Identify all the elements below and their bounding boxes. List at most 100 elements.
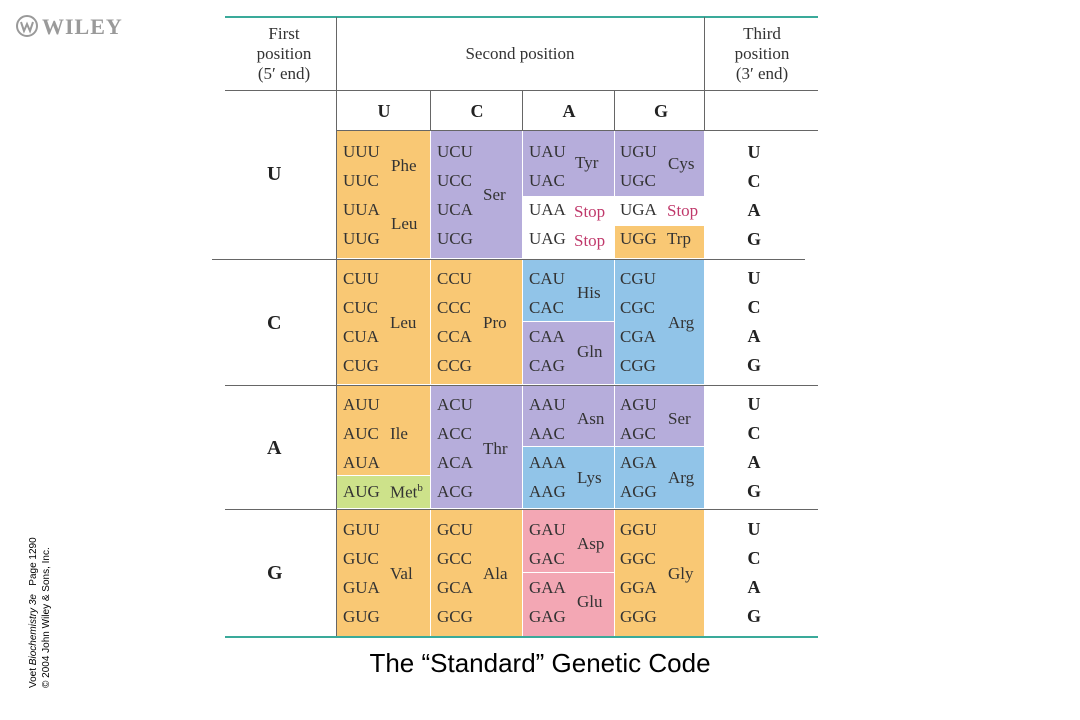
first-position-header: First position (5′ end) xyxy=(256,24,312,83)
ser2-block xyxy=(615,386,704,446)
codon-auc: AUC xyxy=(343,424,379,443)
wiley-logo: WILEY xyxy=(16,14,123,40)
gln-block xyxy=(523,322,614,384)
codon-auu: AUU xyxy=(343,395,380,414)
codon-ugc: UGC xyxy=(620,171,656,190)
codon-ggg: GGG xyxy=(620,607,657,626)
column-header-c: C xyxy=(470,101,484,121)
trp-block xyxy=(615,226,704,258)
ala-block xyxy=(431,510,522,636)
row-divider-2 xyxy=(225,385,818,386)
codon-uaa: UAA xyxy=(529,200,566,219)
codon-gau: GAU xyxy=(529,520,566,539)
codon-gaa: GAA xyxy=(529,578,566,597)
codon-uag: UAG xyxy=(529,229,566,248)
ile-block xyxy=(337,386,430,475)
codon-agc: AGC xyxy=(620,424,656,443)
codon-aua: AUA xyxy=(343,453,380,472)
col-divider-1 xyxy=(430,91,431,131)
column-header-u: U xyxy=(377,101,391,121)
aa-pro: Pro xyxy=(483,313,507,332)
codon-ccu: CCU xyxy=(437,269,472,288)
aa-glu: Glu xyxy=(577,592,603,611)
codon-uuc: UUC xyxy=(343,171,379,190)
phe-leu-block xyxy=(337,131,430,258)
third-g-row-u: G xyxy=(746,229,761,249)
aa-stop-uag: Stop xyxy=(574,231,606,250)
leu-block xyxy=(337,260,430,384)
wiley-emblem-icon xyxy=(16,15,38,37)
codon-agu: AGU xyxy=(620,395,657,414)
stop-block-g xyxy=(615,196,704,226)
row-divider-3 xyxy=(225,509,818,510)
codon-cga: CGA xyxy=(620,327,656,346)
aa-asp: Asp xyxy=(577,534,605,553)
codon-gcc: GCC xyxy=(437,549,472,568)
aa-arg-a: Arg xyxy=(668,468,695,487)
codon-uug: UUG xyxy=(343,229,380,248)
gly-block xyxy=(615,510,704,636)
arg-block xyxy=(615,260,704,384)
glu-block xyxy=(523,573,614,636)
codon-gac: GAC xyxy=(529,549,565,568)
codon-ucu: UCU xyxy=(437,142,473,161)
met-block xyxy=(337,476,430,508)
column-header-g: G xyxy=(653,101,668,121)
cys-block xyxy=(615,131,704,196)
column-header-a: A xyxy=(562,101,576,121)
codon-ccg: CCG xyxy=(437,356,472,375)
codon-guc: GUC xyxy=(343,549,379,568)
asp-block xyxy=(523,510,614,572)
codon-cuc: CUC xyxy=(343,298,378,317)
codon-ucc: UCC xyxy=(437,171,472,190)
codon-ggc: GGC xyxy=(620,549,656,568)
codon-uac: UAC xyxy=(529,171,565,190)
third-c-row-u: C xyxy=(747,171,761,191)
aa-asn: Asn xyxy=(577,409,605,428)
third-g-row-a: G xyxy=(746,481,761,501)
val-block xyxy=(337,510,430,636)
row-header-c: C xyxy=(267,312,282,334)
first-position-divider xyxy=(336,17,337,637)
third-g-row-g: G xyxy=(746,606,761,626)
third-a-row-u: A xyxy=(747,200,761,220)
codon-aug: AUG xyxy=(343,482,380,501)
aa-ala: Ala xyxy=(483,564,508,583)
codon-uau: UAU xyxy=(529,142,566,161)
aa-trp: Trp xyxy=(667,229,691,248)
aa-gly: Gly xyxy=(668,564,694,583)
figure-caption: The “Standard” Genetic Code xyxy=(369,648,711,678)
codon-acg: ACG xyxy=(437,482,473,501)
tyr-block xyxy=(523,131,614,196)
aa-stop-uaa: Stop xyxy=(574,202,606,221)
col-divider-2 xyxy=(522,91,523,131)
codon-aag: AAG xyxy=(529,482,566,501)
aa-ser: Ser xyxy=(483,185,506,204)
codon-uuu: UUU xyxy=(343,142,380,161)
codon-gcg: GCG xyxy=(437,607,473,626)
row-header-a: A xyxy=(267,437,282,459)
aa-cys: Cys xyxy=(668,154,695,173)
codon-gug: GUG xyxy=(343,607,380,626)
third-c-row-a: C xyxy=(747,423,761,443)
third-a-row-g: A xyxy=(747,577,761,597)
his-block xyxy=(523,260,614,321)
codon-cug: CUG xyxy=(343,356,379,375)
row-header-g: G xyxy=(267,562,283,584)
asn-block xyxy=(523,386,614,446)
third-g-row-c: G xyxy=(746,355,761,375)
aa-arg: Arg xyxy=(668,313,695,332)
codon-cag: CAG xyxy=(529,356,565,375)
codon-gag: GAG xyxy=(529,607,566,626)
aa-leu-c: Leu xyxy=(390,313,417,332)
codon-cgg: CGG xyxy=(620,356,656,375)
aa-met: Metb xyxy=(390,482,423,502)
aa-ser-a: Ser xyxy=(668,409,691,428)
col-divider-3 xyxy=(614,91,615,131)
codon-cuu: CUU xyxy=(343,269,379,288)
aa-gln: Gln xyxy=(577,342,603,361)
codon-acc: ACC xyxy=(437,424,472,443)
pro-block xyxy=(431,260,522,384)
source-line: Voet Biochemistry 3e Page 1290 xyxy=(28,537,39,688)
codon-cau: CAU xyxy=(529,269,565,288)
